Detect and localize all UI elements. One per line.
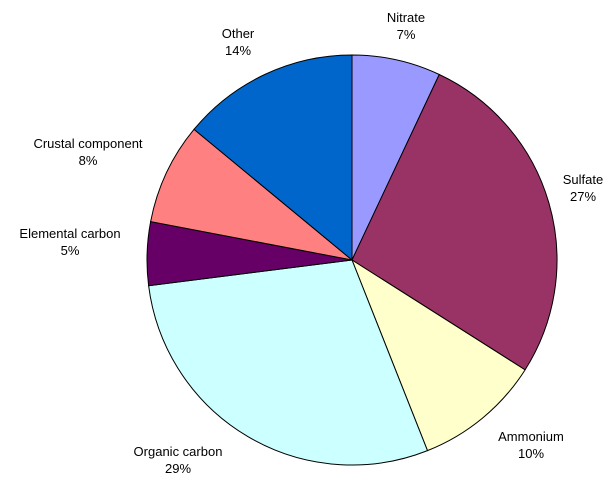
slice-category-label: Organic carbon: [134, 444, 223, 459]
pie-slice-organic-carbon: [148, 259, 429, 466]
pie-slice-crustal-component: [150, 128, 353, 261]
slice-label-sulfate: Sulfate 27%: [563, 172, 603, 204]
pie-slice-other: [193, 54, 353, 262]
slice-category-label: Crustal component: [33, 136, 142, 151]
slice-category-label: Elemental carbon: [19, 226, 120, 241]
slice-percent-label: 7%: [397, 27, 416, 42]
slice-percent-label: 5%: [61, 243, 80, 258]
slice-percent-label: 8%: [79, 153, 98, 168]
slice-percent-label: 14%: [225, 43, 251, 58]
slice-label-elemental-carbon: Elemental carbon 5%: [19, 226, 120, 258]
pie-slice-ammonium: [350, 258, 526, 452]
pie-slice-sulfate: [351, 73, 558, 371]
slices-layer: [146, 54, 558, 466]
slice-percent-label: 29%: [165, 461, 191, 476]
slice-category-label: Ammonium: [498, 429, 564, 444]
slice-percent-label: 27%: [570, 189, 596, 204]
slice-label-organic-carbon: Organic carbon 29%: [134, 444, 223, 476]
slice-label-ammonium: Ammonium 10%: [498, 429, 564, 461]
slice-category-label: Sulfate: [563, 172, 603, 187]
slice-label-nitrate: Nitrate 7%: [387, 10, 425, 42]
slice-label-crustal-component: Crustal component 8%: [33, 136, 142, 168]
labels-layer: Nitrate 7% Sulfate 27% Ammonium 10% Organic ca…: [19, 10, 603, 476]
slice-category-label: Other: [222, 26, 255, 41]
slice-label-other: Other 14%: [222, 26, 255, 58]
slice-percent-label: 10%: [518, 446, 544, 461]
slice-category-label: Nitrate: [387, 10, 425, 25]
